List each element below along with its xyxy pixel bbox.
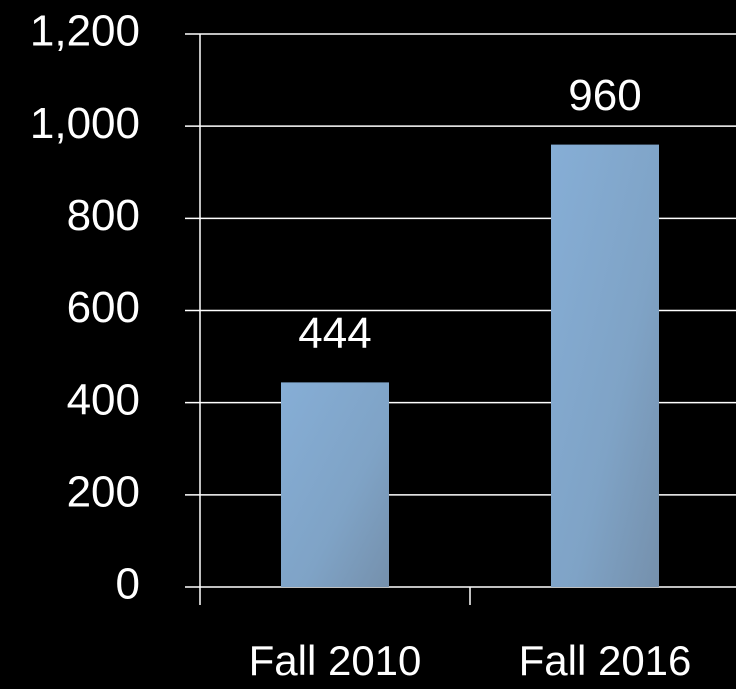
y-tick-label: 800 [67, 191, 140, 240]
y-tick-label: 1,000 [30, 99, 140, 148]
y-tick-label: 1,200 [30, 7, 140, 56]
x-tick-label: Fall 2010 [249, 637, 422, 684]
x-tick-label: Fall 2016 [519, 637, 692, 684]
data-label: 960 [568, 71, 641, 120]
bar [281, 382, 389, 587]
y-tick-label: 600 [67, 283, 140, 332]
y-tick-label: 400 [67, 375, 140, 424]
y-tick-label: 200 [67, 467, 140, 516]
bar [551, 144, 659, 587]
y-tick-label: 0 [116, 560, 140, 609]
data-label: 444 [298, 309, 371, 358]
